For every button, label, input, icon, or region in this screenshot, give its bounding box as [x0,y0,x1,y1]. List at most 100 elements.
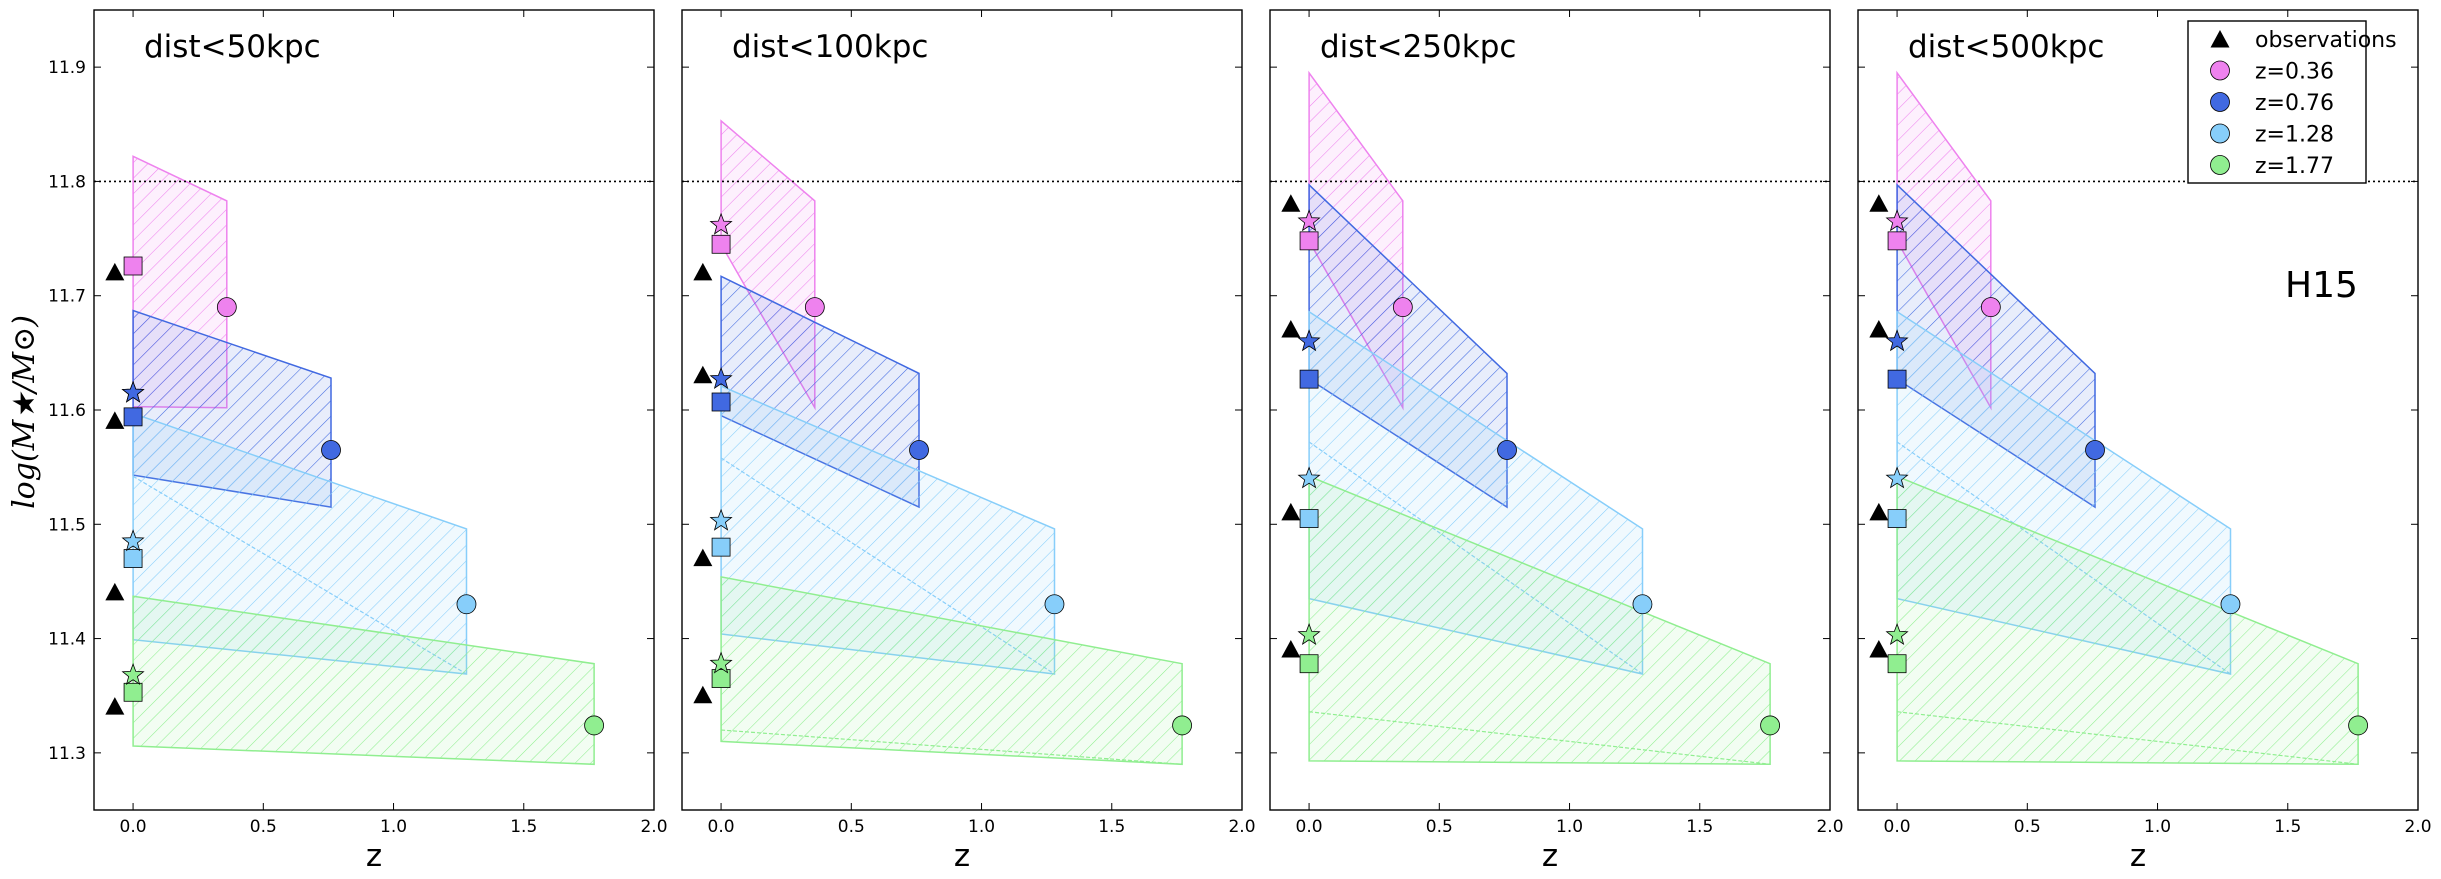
circle-marker-z1.28 [2220,594,2241,615]
x-tick-label: 1.0 [968,817,995,837]
legend: observations z=0.36 z=0.76 z=1.28 z=1.77 [2187,20,2397,184]
circle-marker-z0.36 [804,297,825,318]
x-tick-label: 2.0 [1228,817,1255,837]
observation-marker-4 [693,685,713,704]
square-marker-z0.76 [123,407,143,427]
x-tick-label: 0.5 [250,817,277,837]
circle-marker-z0.76 [2085,440,2105,460]
observation-marker-1 [1281,194,1301,212]
star-marker-z1.28 [709,508,733,531]
x-tick-label: 2.0 [2404,817,2431,837]
y-axis-label-text: log(M★/M⊙) [7,315,42,509]
star-marker-z1.28 [121,529,145,552]
y-tick-label: 11.7 [48,287,86,307]
x-tick-label: 0.0 [1296,817,1323,837]
observation-marker-3 [1281,502,1301,521]
x-tick-label: 2.0 [1816,817,1843,837]
star-marker-z0.36 [1885,209,1909,232]
x-tick-label: 1.0 [1556,817,1583,837]
observation-marker-2 [1281,320,1301,338]
square-marker-z1.77 [1887,654,1907,674]
observation-marker-1 [1869,194,1889,212]
square-marker-z0.76 [1299,369,1319,389]
square-marker-z1.28 [123,549,143,568]
y-tick-label: 11.9 [48,58,86,78]
y-tick-label: 11.5 [48,515,86,535]
star-marker-z0.36 [1297,209,1321,232]
x-tick-label: 0.0 [708,817,735,837]
x-tick-label: 0.0 [120,817,147,837]
square-marker-z0.76 [711,392,731,412]
panel-2: 0.0 0.5 1.0 1.5 2.0 dist<100kpc z [681,9,1256,874]
x-tick-label: 0.5 [1426,817,1453,837]
panel-title: dist<250kpc [1320,29,1516,65]
legend-label: z=0.76 [2255,91,2334,116]
observation-marker-2 [1869,320,1889,338]
y-tick-label: 11.8 [48,172,86,192]
panel-1: 0.0 0.5 1.0 1.5 2.0 11.3 11.4 11.5 11.6 11.7 11.8 1… [48,9,668,874]
star-marker-z0.76 [121,380,145,403]
square-marker-z0.76 [1887,369,1907,389]
circle-marker-z0.76 [1497,440,1517,460]
star-marker-z1.77 [1297,622,1321,645]
circle-marker-z1.77 [2348,715,2368,736]
region-lower-edge-z1.77 [1309,711,1771,765]
square-marker-z1.77 [1299,654,1319,674]
star-marker-z1.77 [121,662,145,685]
y-tick-label: 11.4 [48,630,86,650]
observation-marker-1 [693,262,713,281]
observation-marker-1 [105,262,125,281]
star-marker-z0.76 [709,366,733,389]
circle-marker-z0.36 [216,297,237,318]
observation-marker-3 [693,548,713,567]
legend-label: z=0.36 [2255,60,2334,85]
legend-marker-z=0.36 [2210,60,2230,81]
x-tick-label: 1.5 [1098,817,1125,837]
x-tick-label: 1.5 [2274,817,2301,837]
star-marker-z0.76 [1885,329,1909,352]
circle-marker-z0.36 [1392,297,1413,318]
circle-marker-z1.77 [1760,715,1780,736]
circle-marker-z1.77 [1172,715,1192,736]
annotation-h15: H15 [2285,265,2358,306]
observation-marker-4 [105,697,125,715]
observation-marker-4 [1869,640,1889,658]
observation-marker-4 [1281,640,1301,658]
square-marker-z1.77 [123,682,143,702]
region-lower-edge-z1.77 [721,729,1183,765]
x-axis-label: z [366,838,382,874]
x-axis-label: z [1542,838,1558,874]
star-marker-z1.77 [709,651,733,674]
panel-3: 0.0 0.5 1.0 1.5 2.0 dist<250kpc z [1269,9,1844,874]
y-tick-label: 11.6 [48,401,86,421]
square-marker-z1.28 [1887,509,1907,528]
circle-marker-z1.77 [584,715,604,736]
panel-title: dist<100kpc [732,29,928,65]
circle-marker-z1.28 [456,594,477,615]
star-marker-z0.76 [1297,329,1321,352]
x-tick-label: 0.5 [838,817,865,837]
legend-label: observations [2255,28,2397,53]
square-marker-z1.77 [711,669,731,688]
x-tick-label: 1.5 [510,817,537,837]
y-tick-label: 11.3 [48,744,86,764]
circle-marker-z0.36 [1980,297,2001,318]
panel-4: 0.0 0.5 1.0 1.5 2.0 dist<500kpc z [1857,9,2432,874]
x-tick-label: 2.0 [640,817,667,837]
panel-title: dist<500kpc [1908,29,2104,65]
star-marker-z1.28 [1297,466,1321,489]
square-marker-z0.36 [1299,231,1319,251]
circle-marker-z0.76 [321,440,341,460]
circle-marker-z0.76 [909,440,929,460]
x-tick-label: 0.5 [2014,817,2041,837]
square-marker-z1.28 [1299,509,1319,528]
x-tick-label: 1.0 [380,817,407,837]
legend-marker-observations [2210,30,2230,48]
legend-marker-z=1.77 [2210,155,2230,175]
legend-marker-z=0.76 [2210,92,2230,112]
square-marker-z0.36 [123,256,143,276]
star-marker-z1.28 [1885,466,1909,489]
legend-label: z=1.28 [2255,123,2334,148]
circle-marker-z1.28 [1044,594,1065,615]
